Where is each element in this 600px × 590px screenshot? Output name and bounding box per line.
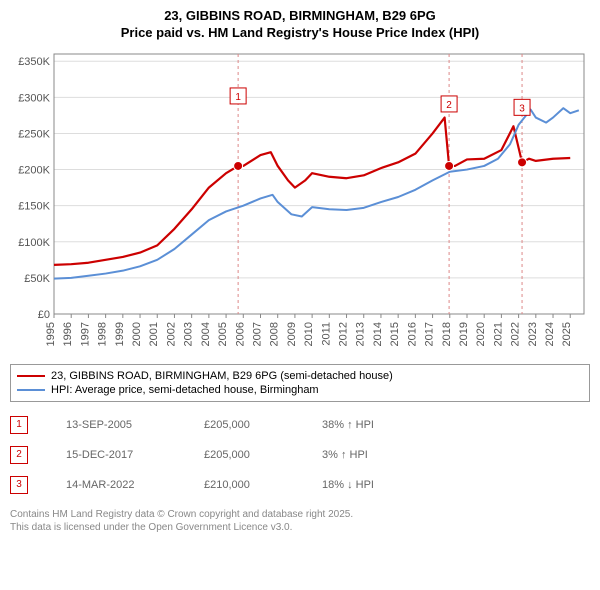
svg-text:£50K: £50K: [24, 273, 50, 285]
sale-price: £205,000: [204, 449, 314, 461]
legend-row: HPI: Average price, semi-detached house,…: [17, 383, 583, 397]
footer-line1: Contains HM Land Registry data © Crown c…: [10, 508, 590, 521]
svg-text:2006: 2006: [234, 322, 246, 346]
svg-text:1: 1: [235, 92, 241, 103]
sale-row: 1 13-SEP-2005 £205,000 38% ↑ HPI: [10, 410, 590, 440]
legend-swatch: [17, 375, 45, 377]
svg-text:2018: 2018: [441, 322, 453, 346]
svg-text:2021: 2021: [492, 322, 504, 346]
svg-text:2008: 2008: [269, 322, 281, 346]
chart-area: £0 £50K £100K £150K £200K £250K £300K £350K 1995…: [10, 48, 590, 358]
svg-text:2019: 2019: [458, 322, 470, 346]
footer-attribution: Contains HM Land Registry data © Crown c…: [10, 508, 590, 534]
sales-table: 1 13-SEP-2005 £205,000 38% ↑ HPI 2 15-DEC-201…: [10, 410, 590, 500]
svg-text:2004: 2004: [200, 322, 212, 346]
svg-text:2000: 2000: [131, 322, 143, 346]
legend-swatch: [17, 389, 45, 391]
svg-text:2016: 2016: [406, 322, 418, 346]
chart-title: 23, GIBBINS ROAD, BIRMINGHAM, B29 6PG Pr…: [10, 8, 590, 42]
svg-text:2012: 2012: [338, 322, 350, 346]
sale-price: £205,000: [204, 419, 314, 431]
sale-date: 13-SEP-2005: [66, 419, 196, 431]
svg-text:2: 2: [446, 100, 452, 111]
title-line2: Price paid vs. HM Land Registry's House …: [10, 25, 590, 42]
sale-date: 15-DEC-2017: [66, 449, 196, 461]
sale-marker-icon: 2: [10, 446, 28, 464]
sale-delta: 38% ↑ HPI: [322, 419, 442, 431]
sale-price: £210,000: [204, 479, 314, 491]
svg-text:2023: 2023: [527, 322, 539, 346]
svg-text:1996: 1996: [62, 322, 74, 346]
svg-text:£0: £0: [38, 309, 50, 321]
legend-label: 23, GIBBINS ROAD, BIRMINGHAM, B29 6PG (s…: [51, 370, 393, 382]
sale-delta: 18% ↓ HPI: [322, 479, 442, 491]
footer-line2: This data is licensed under the Open Gov…: [10, 521, 590, 534]
sale-marker-icon: 1: [10, 416, 28, 434]
sale-date: 14-MAR-2022: [66, 479, 196, 491]
svg-text:£200K: £200K: [18, 164, 50, 176]
svg-text:2011: 2011: [320, 322, 332, 346]
svg-text:£250K: £250K: [18, 128, 50, 140]
sale-row: 3 14-MAR-2022 £210,000 18% ↓ HPI: [10, 470, 590, 500]
sale-marker-icon: 3: [10, 476, 28, 494]
svg-text:2024: 2024: [544, 322, 556, 346]
svg-text:2017: 2017: [424, 322, 436, 346]
svg-text:2009: 2009: [286, 322, 298, 346]
svg-text:2014: 2014: [372, 322, 384, 346]
svg-text:2010: 2010: [303, 322, 315, 346]
svg-text:2005: 2005: [217, 322, 229, 346]
svg-text:£150K: £150K: [18, 200, 50, 212]
svg-text:2002: 2002: [165, 322, 177, 346]
svg-text:2025: 2025: [561, 322, 573, 346]
svg-text:3: 3: [519, 103, 525, 114]
svg-text:2001: 2001: [148, 322, 160, 346]
line-chart-svg: £0 £50K £100K £150K £200K £250K £300K £350K 1995…: [10, 48, 590, 358]
svg-text:2015: 2015: [389, 322, 401, 346]
svg-text:2013: 2013: [355, 322, 367, 346]
svg-text:2007: 2007: [251, 322, 263, 346]
svg-text:1997: 1997: [79, 322, 91, 346]
svg-text:1998: 1998: [97, 322, 109, 346]
svg-text:2022: 2022: [510, 322, 522, 346]
svg-text:2020: 2020: [475, 322, 487, 346]
legend: 23, GIBBINS ROAD, BIRMINGHAM, B29 6PG (s…: [10, 364, 590, 402]
svg-text:£350K: £350K: [18, 56, 50, 68]
svg-text:2003: 2003: [183, 322, 195, 346]
svg-text:1995: 1995: [45, 322, 57, 346]
sale-row: 2 15-DEC-2017 £205,000 3% ↑ HPI: [10, 440, 590, 470]
title-line1: 23, GIBBINS ROAD, BIRMINGHAM, B29 6PG: [10, 8, 590, 25]
svg-text:1999: 1999: [114, 322, 126, 346]
svg-text:£100K: £100K: [18, 237, 50, 249]
sale-delta: 3% ↑ HPI: [322, 449, 442, 461]
legend-label: HPI: Average price, semi-detached house,…: [51, 384, 319, 396]
svg-text:£300K: £300K: [18, 92, 50, 104]
legend-row: 23, GIBBINS ROAD, BIRMINGHAM, B29 6PG (s…: [17, 369, 583, 383]
